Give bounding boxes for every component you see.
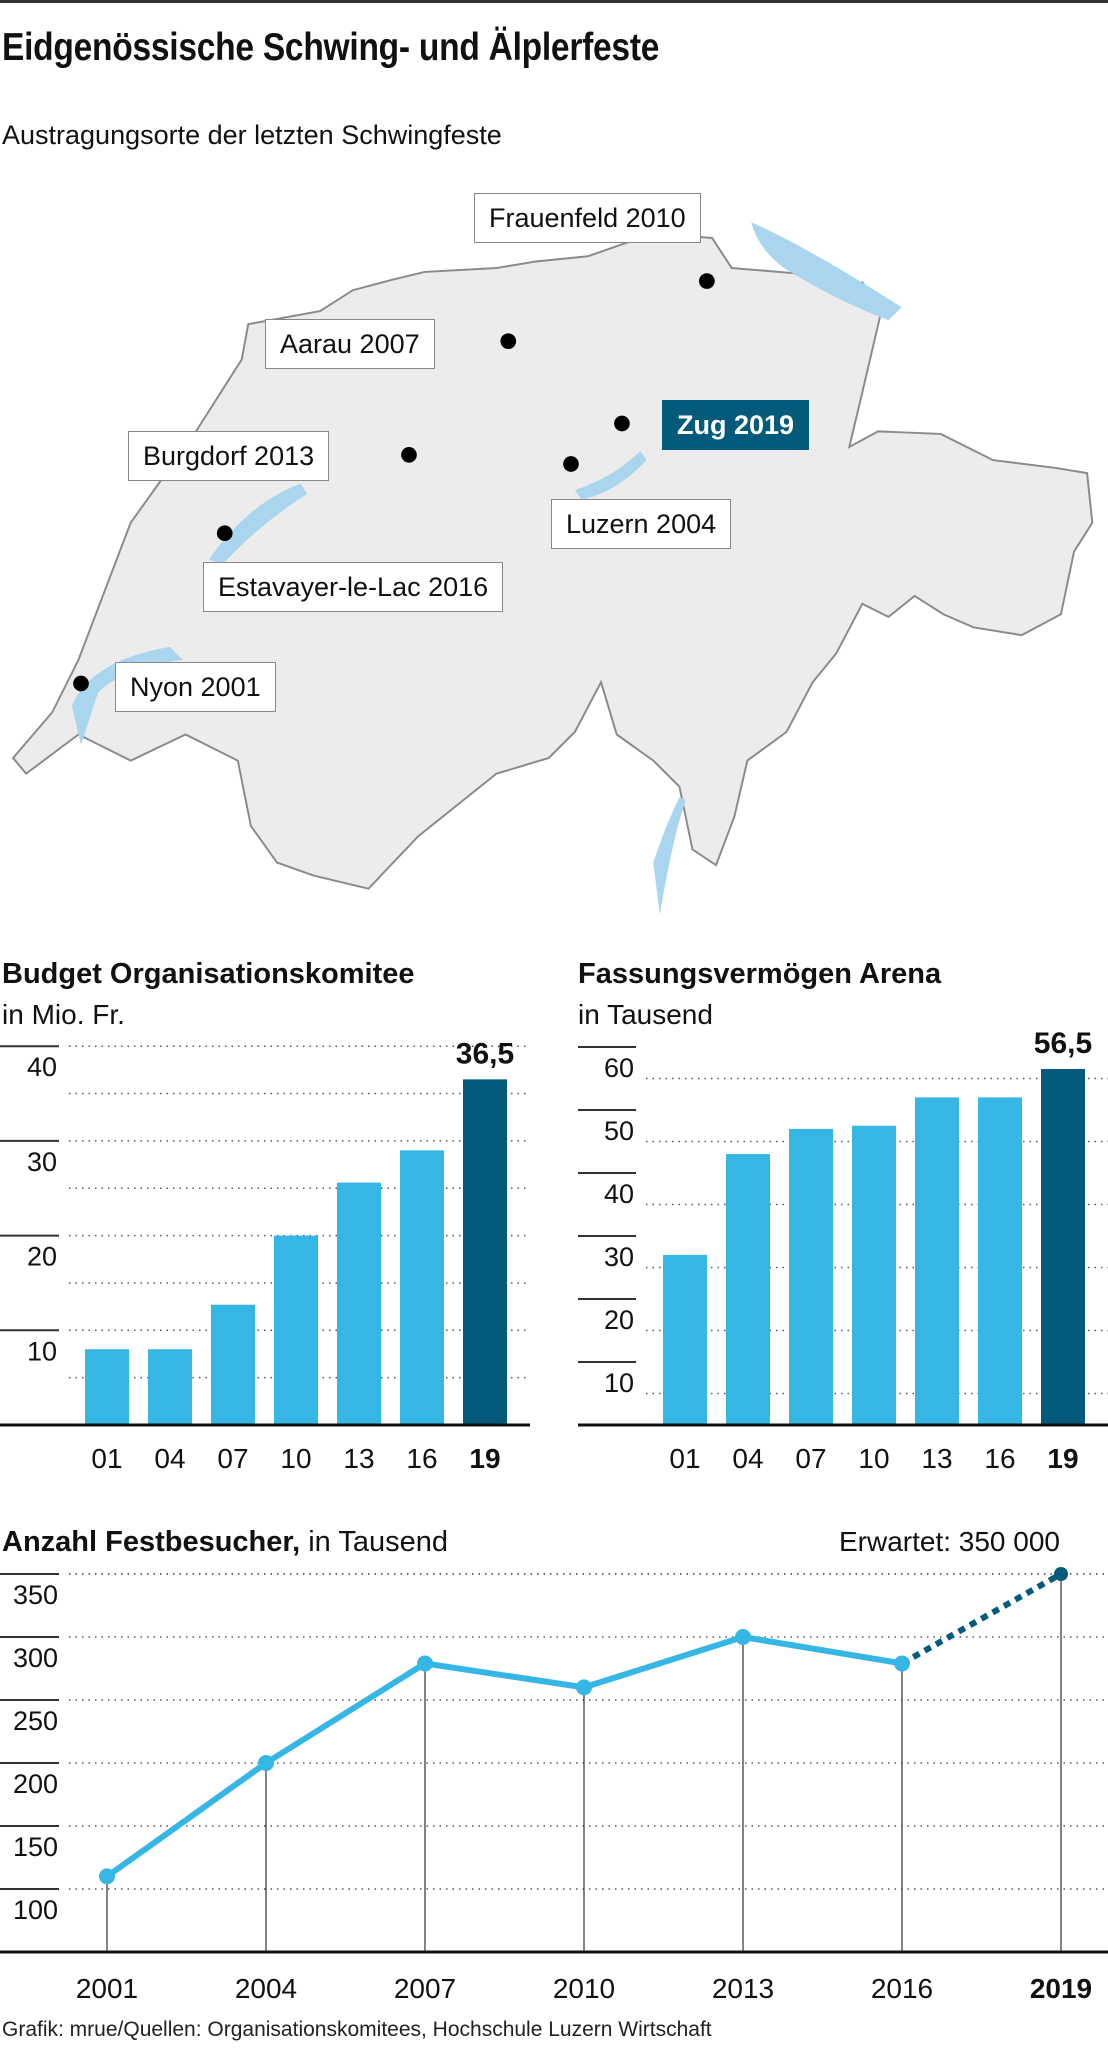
x-tick-label: 16 xyxy=(406,1443,437,1474)
marker-zug xyxy=(614,415,630,432)
budget-chart-title: Budget Organisationskomitee xyxy=(2,958,415,990)
y-tick-label: 40 xyxy=(604,1179,634,1209)
bar xyxy=(726,1154,770,1425)
x-tick-label: 2019 xyxy=(1030,1973,1092,2004)
map-label-estavayer: Estavayer-le-Lac 2016 xyxy=(203,562,504,612)
y-tick-label: 20 xyxy=(604,1305,634,1335)
budget-chart-unit: in Mio. Fr. xyxy=(2,999,125,1030)
visitors-chart-title-main: Anzahl Festbesucher, xyxy=(2,1526,301,1558)
y-tick-label: 100 xyxy=(13,1895,58,1925)
expected-annotation: Erwartet: 350 000 xyxy=(838,1526,1060,1557)
bar xyxy=(852,1125,896,1425)
bar xyxy=(789,1128,833,1425)
marker-frauenfeld xyxy=(699,273,715,289)
y-tick-label: 300 xyxy=(13,1643,58,1673)
y-tick-label: 350 xyxy=(13,1580,58,1610)
marker-burgdorf xyxy=(401,447,417,463)
marker-nyon xyxy=(73,675,89,692)
page-title: Eidgenössische Schwing- und Älplerfeste xyxy=(2,26,660,69)
x-tick-label: 10 xyxy=(858,1443,889,1474)
x-tick-label: 07 xyxy=(217,1443,248,1474)
lake-lucerne xyxy=(574,450,647,500)
y-tick-label: 250 xyxy=(13,1706,58,1736)
x-tick-label: 04 xyxy=(732,1443,763,1474)
bar xyxy=(915,1097,959,1425)
y-tick-label: 10 xyxy=(27,1336,57,1366)
switzerland-outline xyxy=(11,234,1094,890)
bar xyxy=(400,1150,444,1425)
bar xyxy=(211,1304,255,1425)
y-tick-label: 60 xyxy=(604,1053,634,1083)
x-tick-label: 2016 xyxy=(871,1973,933,2004)
x-tick-label: 2001 xyxy=(76,1973,138,2004)
x-tick-label: 19 xyxy=(469,1443,500,1474)
bar xyxy=(978,1097,1022,1425)
y-tick-label: 30 xyxy=(604,1242,634,1272)
y-tick-label: 10 xyxy=(604,1368,634,1398)
x-tick-label: 16 xyxy=(984,1443,1015,1474)
projected-point xyxy=(1054,1567,1068,1581)
data-point xyxy=(735,1629,751,1645)
bar xyxy=(274,1235,318,1425)
value-label: 36,5 xyxy=(456,1037,514,1070)
top-rule xyxy=(0,0,1108,3)
x-tick-label: 2007 xyxy=(394,1973,456,2004)
x-tick-label: 01 xyxy=(91,1443,122,1474)
x-tick-label: 2013 xyxy=(712,1973,774,2004)
arena-chart-unit: in Tausend xyxy=(578,999,713,1030)
y-tick-label: 40 xyxy=(27,1052,57,1082)
arena-chart-title: Fassungsvermögen Arena xyxy=(578,958,942,990)
value-label: 56,5 xyxy=(1034,1027,1092,1060)
data-point xyxy=(417,1655,433,1672)
x-tick-label: 01 xyxy=(669,1443,700,1474)
visitors-chart-unit: in Tausend xyxy=(308,1526,448,1558)
x-tick-label: 2004 xyxy=(235,1973,297,2004)
projected-line xyxy=(900,1571,1063,1667)
map-label-burgdorf: Burgdorf 2013 xyxy=(128,431,330,481)
map-label-frauenfeld: Frauenfeld 2010 xyxy=(474,193,701,243)
x-tick-label: 13 xyxy=(343,1443,374,1474)
map-markers xyxy=(73,273,715,692)
series-line xyxy=(105,1634,903,1879)
y-tick-label: 50 xyxy=(604,1116,634,1146)
data-point xyxy=(99,1868,115,1885)
x-tick-label: 10 xyxy=(280,1443,311,1474)
data-point xyxy=(258,1755,274,1771)
lake-neuchatel xyxy=(209,483,308,565)
y-tick-label: 30 xyxy=(27,1147,57,1177)
x-tick-label: 13 xyxy=(921,1443,952,1474)
x-tick-label: 04 xyxy=(154,1443,185,1474)
bar-highlight xyxy=(1041,1069,1085,1425)
y-tick-label: 200 xyxy=(13,1769,58,1799)
data-point xyxy=(894,1655,910,1672)
marker-estavayer xyxy=(216,525,233,542)
map-label-aarau: Aarau 2007 xyxy=(265,319,435,369)
x-tick-label: 19 xyxy=(1047,1443,1078,1474)
visitors-chart-title: Anzahl Festbesucher, in Tausend xyxy=(2,1526,448,1559)
map-subtitle: Austragungsorte der letzten Schwingfeste xyxy=(2,120,502,150)
map-label-luzern: Luzern 2004 xyxy=(551,499,732,549)
lake-constance xyxy=(751,222,902,321)
y-tick-label: 150 xyxy=(13,1832,58,1862)
bar xyxy=(663,1254,707,1425)
bar xyxy=(85,1349,129,1425)
x-tick-label: 07 xyxy=(795,1443,826,1474)
bar-highlight xyxy=(463,1079,507,1425)
bar xyxy=(148,1349,192,1425)
x-tick-label: 2010 xyxy=(553,1973,615,2004)
marker-luzern xyxy=(563,456,579,472)
source-note: Grafik: mrue/Quellen: Organisationskomit… xyxy=(2,2018,712,2041)
map-label-nyon: Nyon 2001 xyxy=(115,662,276,712)
lake-maggiore xyxy=(653,797,686,915)
map-label-zug: Zug 2019 xyxy=(662,400,810,450)
bar xyxy=(337,1182,381,1425)
marker-aarau xyxy=(500,333,517,350)
y-tick-label: 20 xyxy=(27,1242,57,1272)
switzerland-map xyxy=(11,222,1094,915)
data-point xyxy=(576,1679,592,1696)
